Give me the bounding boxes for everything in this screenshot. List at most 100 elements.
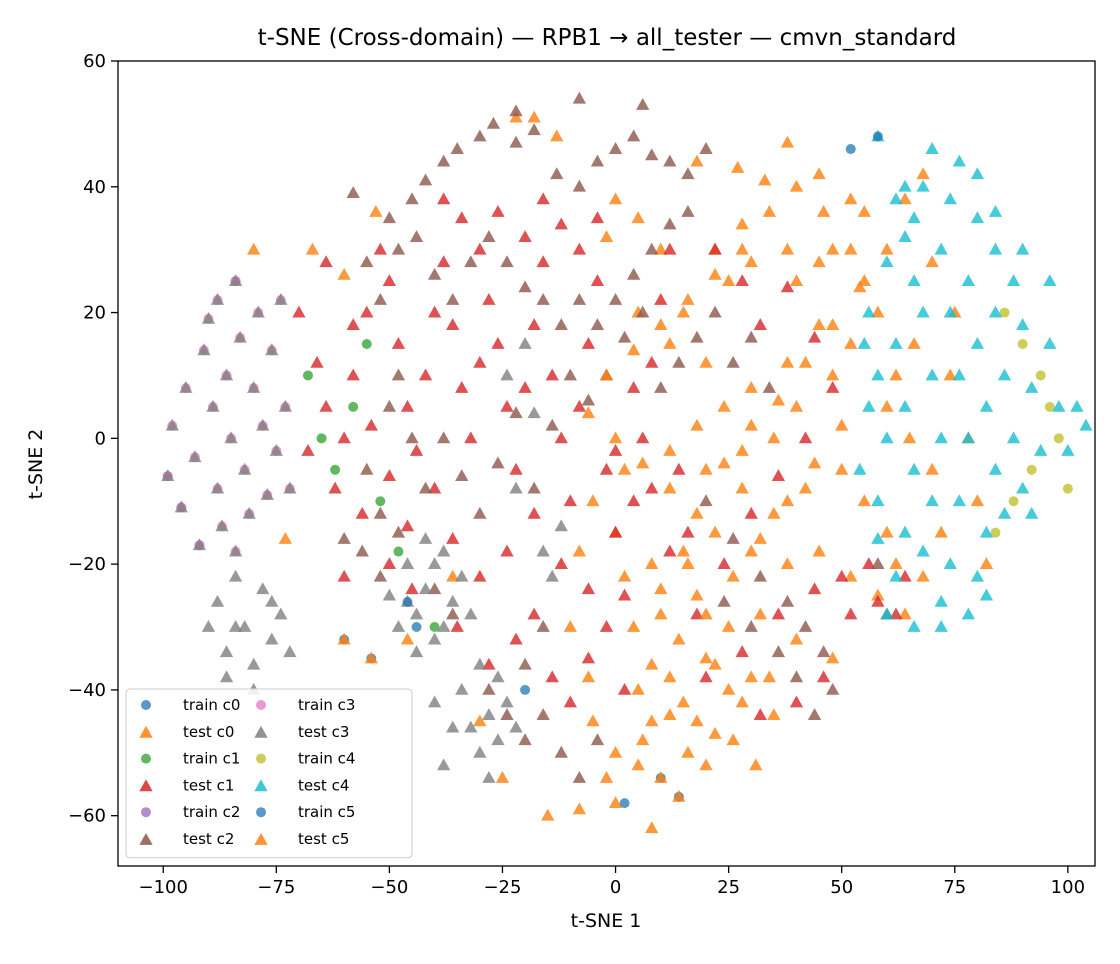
data-point	[233, 330, 247, 343]
data-point	[520, 684, 531, 695]
data-point	[581, 582, 596, 595]
data-point	[744, 330, 758, 343]
data-point	[572, 91, 587, 104]
data-point	[934, 431, 948, 444]
data-point	[391, 337, 406, 349]
data-point	[581, 337, 596, 349]
data-point	[228, 544, 243, 557]
data-point	[672, 355, 686, 368]
data-point	[816, 670, 831, 683]
data-point	[1035, 370, 1046, 381]
data-point	[206, 399, 220, 412]
data-point	[780, 280, 795, 293]
data-point	[473, 242, 487, 255]
data-point	[224, 431, 238, 444]
data-point	[721, 620, 736, 632]
data-point	[586, 714, 600, 727]
data-point	[690, 330, 704, 343]
data-point	[925, 462, 939, 475]
data-point	[427, 582, 442, 595]
data-point	[418, 582, 433, 595]
data-point	[749, 758, 763, 771]
data-point	[590, 211, 605, 224]
data-point	[826, 368, 840, 381]
data-point	[789, 632, 804, 645]
data-point	[997, 368, 1012, 381]
data-point	[1043, 274, 1057, 287]
data-point	[676, 695, 691, 708]
series-train-c1	[302, 339, 440, 633]
data-point	[853, 280, 867, 293]
legend-label: test c2	[183, 830, 234, 848]
data-point	[1070, 399, 1084, 412]
data-point	[907, 337, 921, 349]
data-point	[907, 274, 921, 287]
data-point	[382, 274, 397, 287]
data-point	[554, 431, 568, 444]
data-point	[165, 418, 179, 431]
data-point	[663, 481, 677, 494]
legend-label: test c4	[298, 776, 349, 794]
data-point	[681, 292, 695, 305]
data-point	[305, 242, 320, 255]
data-point	[780, 594, 795, 607]
data-point	[409, 645, 424, 658]
data-point	[907, 211, 921, 224]
data-point	[798, 620, 813, 632]
data-point	[916, 569, 930, 582]
data-point	[545, 569, 559, 582]
data-point	[405, 582, 419, 595]
data-point	[789, 179, 804, 192]
legend-marker-triangle	[139, 779, 153, 792]
data-point	[473, 506, 487, 519]
data-point	[509, 720, 523, 733]
data-point	[411, 622, 422, 633]
data-point	[654, 582, 668, 595]
series-test-c4	[853, 129, 1093, 632]
data-point	[619, 798, 630, 809]
data-point	[898, 525, 912, 538]
data-point	[807, 582, 822, 595]
data-point	[681, 525, 695, 538]
data-point	[302, 370, 313, 381]
data-point	[771, 469, 786, 481]
data-point	[509, 110, 523, 123]
data-point	[337, 569, 351, 582]
data-point	[608, 443, 623, 456]
data-point	[645, 242, 659, 255]
data-point	[988, 242, 1003, 255]
data-point	[391, 525, 406, 538]
legend-label: train c0	[183, 696, 240, 714]
legend: train c0 test c0 train c1 test c1 train c2 te…	[125, 688, 413, 859]
data-point	[645, 821, 659, 834]
data-point	[364, 651, 378, 664]
data-point	[509, 462, 523, 475]
data-point	[355, 506, 369, 519]
data-point	[880, 255, 894, 268]
data-point	[1015, 318, 1030, 331]
data-point	[500, 544, 514, 557]
x-tick-label: 0	[610, 877, 621, 898]
legend-label: test c3	[298, 723, 349, 741]
data-point	[626, 343, 641, 356]
data-point	[260, 487, 274, 500]
data-point	[735, 274, 749, 287]
data-point	[663, 242, 677, 255]
data-point	[464, 255, 478, 268]
data-point	[1025, 506, 1039, 519]
data-point	[889, 192, 903, 205]
data-point	[916, 544, 930, 557]
data-point	[708, 267, 722, 280]
data-point	[789, 274, 804, 287]
data-point	[663, 708, 677, 720]
data-point	[210, 594, 225, 607]
data-point	[898, 192, 912, 205]
data-point	[735, 645, 749, 658]
data-point	[590, 154, 605, 167]
data-point	[590, 274, 605, 287]
data-point	[767, 506, 781, 519]
data-point	[889, 569, 903, 582]
data-point	[952, 154, 966, 167]
y-tick-label: 60	[83, 51, 106, 72]
y-tick-label: 40	[83, 177, 106, 198]
